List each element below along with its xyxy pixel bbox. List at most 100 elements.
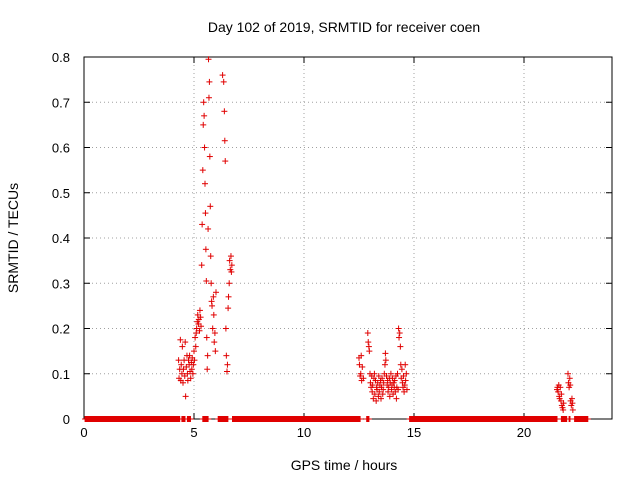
data-point — [196, 327, 203, 334]
data-point — [560, 406, 567, 413]
data-point — [567, 382, 574, 389]
data-point — [209, 325, 216, 332]
data-point — [382, 350, 389, 357]
data-point — [187, 375, 194, 382]
data-point — [387, 370, 394, 377]
data-point — [557, 384, 564, 391]
tick-labels: 0 5 10 15 20 0 0.1 0.2 0.3 0.4 0.5 0.6 0.7 0.8 — [52, 50, 531, 440]
data-point — [201, 112, 208, 119]
data-point — [192, 334, 199, 341]
y-tick-label: 0.3 — [52, 276, 70, 291]
data-point — [201, 144, 208, 151]
data-point — [205, 56, 212, 63]
zero-baseline-segment — [199, 416, 212, 422]
data-point — [385, 388, 392, 395]
data-point — [211, 339, 218, 346]
data-point — [179, 343, 186, 350]
data-point — [226, 257, 233, 264]
data-point — [569, 400, 576, 407]
data-point — [190, 361, 197, 368]
data-point — [199, 221, 206, 228]
data-point — [226, 280, 233, 287]
data-point — [221, 108, 228, 115]
zero-baseline-segment — [184, 416, 194, 422]
x-tick-label: 15 — [407, 425, 421, 440]
data-point — [380, 386, 387, 393]
data-point — [555, 388, 562, 395]
data-point — [397, 343, 404, 350]
data-point — [203, 277, 210, 284]
data-point — [364, 330, 371, 337]
data-point — [192, 343, 199, 350]
data-point — [203, 334, 210, 341]
data-point — [228, 262, 235, 269]
data-point — [219, 72, 226, 79]
x-tick-label: 10 — [297, 425, 311, 440]
data-point — [386, 393, 393, 400]
data-point — [189, 370, 196, 377]
data-point — [211, 330, 218, 337]
data-point — [376, 388, 383, 395]
data-point — [375, 373, 382, 380]
x-tick-label: 0 — [80, 425, 87, 440]
y-tick-label: 0 — [63, 412, 70, 427]
data-point — [220, 78, 227, 85]
data-point — [366, 348, 373, 355]
data-point — [188, 366, 195, 373]
data-point — [369, 382, 376, 389]
data-point — [371, 370, 378, 377]
data-point — [380, 379, 387, 386]
data-point — [182, 339, 189, 346]
data-point — [569, 406, 576, 413]
data-point — [198, 323, 205, 330]
data-point — [402, 361, 409, 368]
data-point — [396, 330, 403, 337]
data-point — [204, 352, 211, 359]
data-point — [221, 137, 228, 144]
grid-lines — [84, 57, 612, 419]
data-point — [202, 180, 208, 187]
data-point — [212, 348, 219, 355]
data-point — [395, 325, 402, 332]
zero-baseline-segment — [571, 416, 591, 422]
data-point — [213, 289, 219, 296]
data-point — [207, 203, 214, 210]
data-point — [205, 94, 212, 101]
data-point — [177, 336, 184, 343]
data-point — [227, 253, 234, 260]
data-point — [395, 386, 402, 393]
data-point — [359, 363, 366, 370]
data-point — [200, 121, 207, 128]
data-point — [191, 357, 198, 364]
data-point — [200, 99, 207, 106]
x-axis-label: GPS time / hours — [291, 457, 398, 473]
y-axis-label: SRMTID / TECUs — [5, 183, 21, 293]
data-point — [378, 395, 384, 402]
data-point — [228, 268, 235, 275]
data-point — [358, 352, 365, 359]
data-point — [182, 393, 189, 400]
data-point — [357, 370, 364, 377]
zero-baseline-segment — [215, 416, 232, 422]
data-point — [202, 210, 209, 217]
data-point — [207, 253, 214, 260]
data-point — [224, 361, 231, 368]
y-tick-label: 0.6 — [52, 141, 70, 156]
data-point — [396, 334, 403, 341]
data-point — [180, 379, 186, 386]
y-tick-label: 0.4 — [52, 231, 70, 246]
y-tick-label: 0.2 — [52, 322, 70, 337]
data-point — [393, 395, 400, 402]
data-point — [373, 397, 380, 404]
data-point — [401, 382, 408, 389]
data-point — [371, 391, 378, 398]
x-tick-label: 20 — [517, 425, 531, 440]
data-point — [402, 377, 409, 384]
data-point — [205, 225, 212, 232]
data-point — [225, 305, 232, 312]
data-point — [206, 153, 213, 160]
data-point — [198, 262, 205, 269]
zero-baseline-segment — [82, 416, 183, 422]
data-point — [178, 361, 185, 368]
